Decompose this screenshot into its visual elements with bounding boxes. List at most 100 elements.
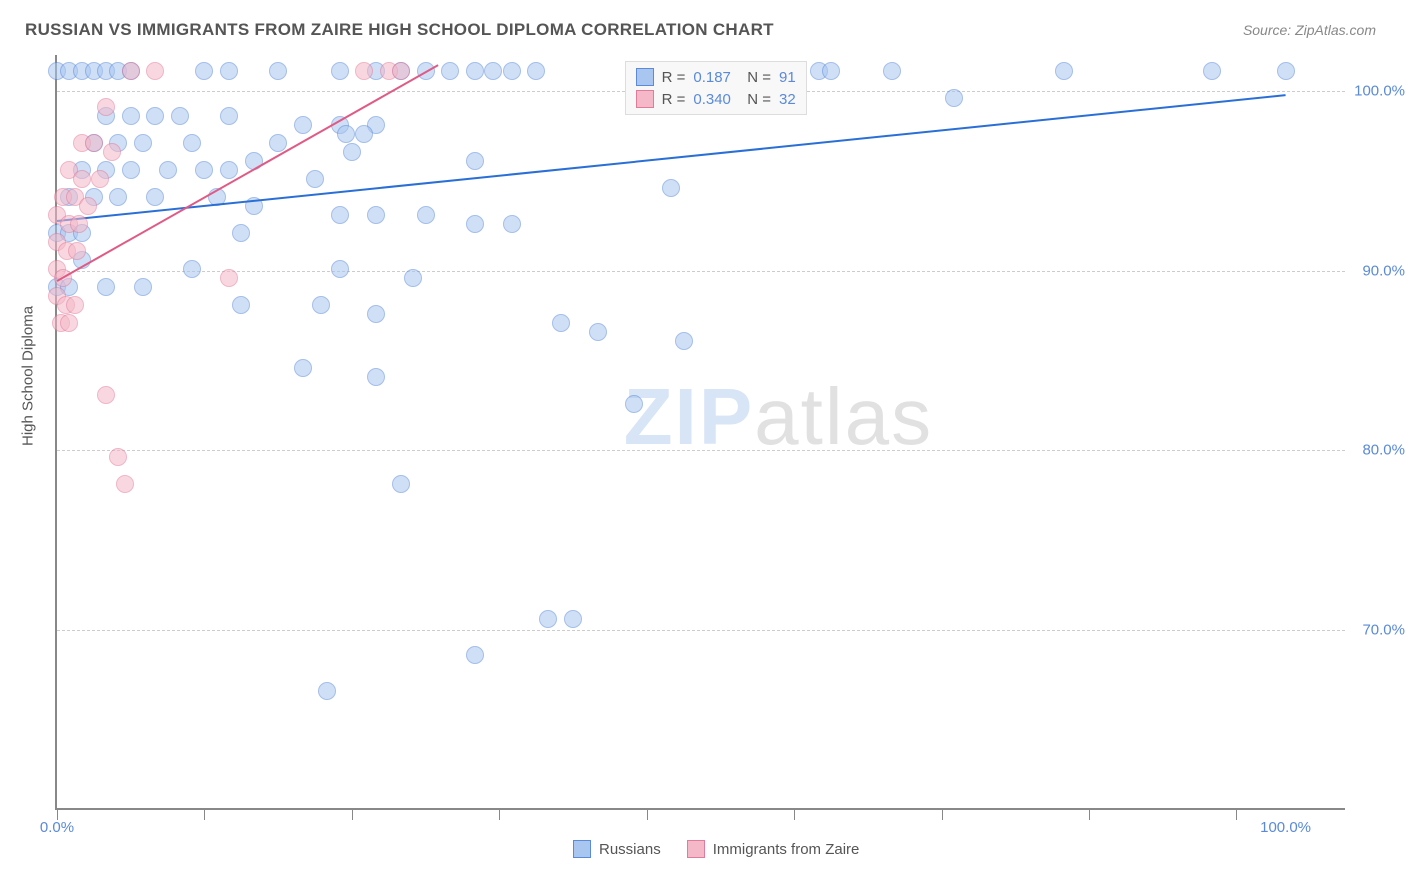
scatter-point [68,242,86,260]
scatter-point [103,143,121,161]
scatter-point [564,610,582,628]
legend-swatch [636,90,654,108]
scatter-point [355,125,373,143]
scatter-point [134,278,152,296]
scatter-point [331,260,349,278]
scatter-point [503,62,521,80]
legend-r-label: R = [662,69,686,86]
scatter-point [343,143,361,161]
legend-swatch [636,68,654,86]
y-tick-label: 90.0% [1362,262,1405,279]
scatter-point [1277,62,1295,80]
scatter-point [294,116,312,134]
x-axis-label-left: 0.0% [40,819,74,836]
scatter-point [404,269,422,287]
scatter-point [97,98,115,116]
scatter-point [675,332,693,350]
y-tick-label: 80.0% [1362,442,1405,459]
x-tick [499,808,500,820]
scatter-point [367,206,385,224]
scatter-point [306,170,324,188]
scatter-point [945,89,963,107]
scatter-point [466,215,484,233]
scatter-point [183,260,201,278]
y-tick-label: 70.0% [1362,622,1405,639]
scatter-point [85,134,103,152]
legend-series-label: Immigrants from Zaire [713,841,860,858]
scatter-point [625,395,643,413]
scatter-point [1203,62,1221,80]
legend-r-value: 0.340 [693,91,731,108]
scatter-point [171,107,189,125]
scatter-point [79,197,97,215]
scatter-point [220,161,238,179]
scatter-point [220,269,238,287]
legend-swatch [687,840,705,858]
scatter-point [122,107,140,125]
scatter-point [134,134,152,152]
scatter-point [66,296,84,314]
scatter-point [109,188,127,206]
x-tick [647,808,648,820]
x-tick [942,808,943,820]
scatter-point [484,62,502,80]
y-tick-label: 100.0% [1354,82,1405,99]
scatter-point [822,62,840,80]
legend-swatch [573,840,591,858]
scatter-point [70,215,88,233]
x-tick [1089,808,1090,820]
scatter-point [883,62,901,80]
scatter-point [109,448,127,466]
correlation-legend: R = 0.187 N = 91R = 0.340 N = 32 [625,61,807,115]
scatter-point [122,62,140,80]
x-tick [352,808,353,820]
scatter-point [367,368,385,386]
x-tick [204,808,205,820]
scatter-point [539,610,557,628]
grid-line [57,450,1345,451]
source-label: Source: ZipAtlas.com [1243,22,1376,38]
scatter-point [73,170,91,188]
scatter-point [552,314,570,332]
grid-line [57,630,1345,631]
scatter-point [392,475,410,493]
scatter-point [367,305,385,323]
legend-n-value: 91 [779,69,796,86]
scatter-point [60,314,78,332]
legend-series-label: Russians [599,841,661,858]
scatter-point [466,152,484,170]
scatter-point [331,62,349,80]
y-axis-title: High School Diploma [20,306,37,446]
scatter-point [195,62,213,80]
scatter-point [220,62,238,80]
scatter-point [232,296,250,314]
legend-row: R = 0.187 N = 91 [636,66,796,88]
watermark: ZIPatlas [624,371,933,463]
scatter-point [503,215,521,233]
series-legend: Russians Immigrants from Zaire [573,840,877,858]
legend-n-value: 32 [779,91,796,108]
grid-line [57,271,1345,272]
scatter-point [466,62,484,80]
scatter-point [527,62,545,80]
scatter-point [122,161,140,179]
scatter-point [662,179,680,197]
scatter-point [232,224,250,242]
scatter-point [269,134,287,152]
scatter-point [220,107,238,125]
scatter-point [146,188,164,206]
scatter-point [195,161,213,179]
scatter-point [312,296,330,314]
scatter-point [116,475,134,493]
x-tick [794,808,795,820]
scatter-plot-area: ZIPatlas 70.0%80.0%90.0%100.0%0.0%100.0%… [55,55,1345,810]
x-axis-label-right: 100.0% [1260,819,1311,836]
scatter-point [318,682,336,700]
scatter-point [97,278,115,296]
legend-r-label: R = [662,91,686,108]
chart-title: RUSSIAN VS IMMIGRANTS FROM ZAIRE HIGH SC… [25,20,774,40]
legend-n-label: N = [739,91,771,108]
scatter-point [97,386,115,404]
scatter-point [466,646,484,664]
scatter-point [269,62,287,80]
